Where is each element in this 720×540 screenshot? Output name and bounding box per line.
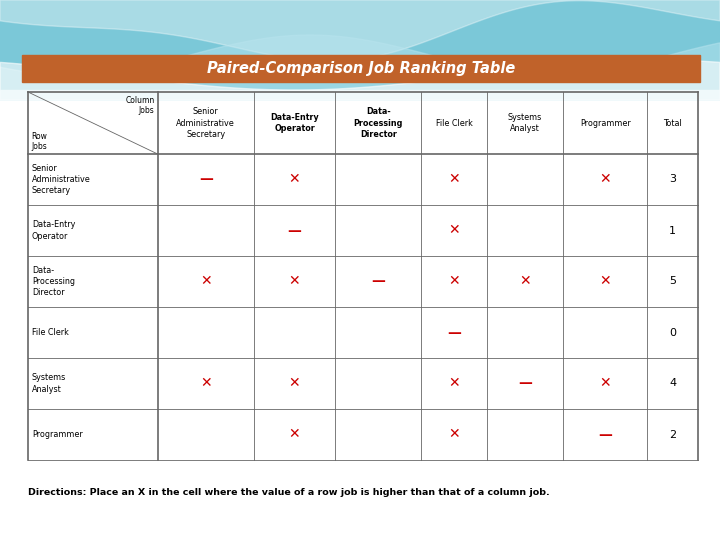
Text: Programmer: Programmer [580, 118, 631, 127]
Text: ✕: ✕ [289, 274, 300, 288]
Bar [0, 0, 720, 90]
Text: ✕: ✕ [449, 376, 460, 390]
Bar [22, 55, 700, 82]
Text: ✕: ✕ [599, 376, 611, 390]
Text: 1: 1 [669, 226, 676, 235]
Text: ✕: ✕ [200, 274, 212, 288]
Text: ✕: ✕ [200, 376, 212, 390]
Text: 0: 0 [669, 327, 676, 338]
Text: Row
Jobs: Row Jobs [31, 132, 47, 151]
Text: —: — [598, 428, 612, 442]
Bar [0, 90, 720, 540]
Text: 5: 5 [669, 276, 676, 287]
Text: —: — [199, 172, 212, 186]
Text: ✕: ✕ [599, 274, 611, 288]
Text: ✕: ✕ [289, 428, 300, 442]
Text: File Clerk: File Clerk [436, 118, 472, 127]
Text: —: — [518, 376, 532, 390]
Text: Data-Entry
Operator: Data-Entry Operator [270, 113, 319, 133]
Text: Data-
Processing
Director: Data- Processing Director [354, 107, 403, 139]
Text: ✕: ✕ [449, 428, 460, 442]
Text: ✕: ✕ [449, 224, 460, 238]
Text: Data-
Processing
Director: Data- Processing Director [32, 266, 75, 297]
Text: Systems
Analyst: Systems Analyst [32, 374, 66, 394]
Text: File Clerk: File Clerk [32, 328, 69, 337]
Text: Directions: Place an X in the cell where the value of a row job is higher than t: Directions: Place an X in the cell where… [28, 488, 550, 497]
Text: Senior
Administrative
Secretary: Senior Administrative Secretary [32, 164, 91, 195]
Text: ✕: ✕ [519, 274, 531, 288]
Text: Paired-Comparison Job Ranking Table: Paired-Comparison Job Ranking Table [207, 61, 515, 76]
Text: ✕: ✕ [289, 172, 300, 186]
Text: Data-Entry
Operator: Data-Entry Operator [32, 220, 76, 240]
Text: Column
Jobs: Column Jobs [125, 96, 155, 116]
Text: 3: 3 [669, 174, 676, 185]
Text: 2: 2 [669, 429, 676, 440]
Text: ✕: ✕ [449, 274, 460, 288]
Text: ✕: ✕ [599, 172, 611, 186]
Text: 4: 4 [669, 379, 676, 388]
Text: ✕: ✕ [449, 172, 460, 186]
Text: Total: Total [663, 118, 682, 127]
Text: Systems
Analyst: Systems Analyst [508, 113, 542, 133]
Text: Senior
Administrative
Secretary: Senior Administrative Secretary [176, 107, 235, 139]
Text: ✕: ✕ [289, 376, 300, 390]
Text: —: — [447, 326, 461, 340]
Text: —: — [287, 224, 302, 238]
Text: —: — [372, 274, 385, 288]
Text: Programmer: Programmer [32, 430, 83, 439]
